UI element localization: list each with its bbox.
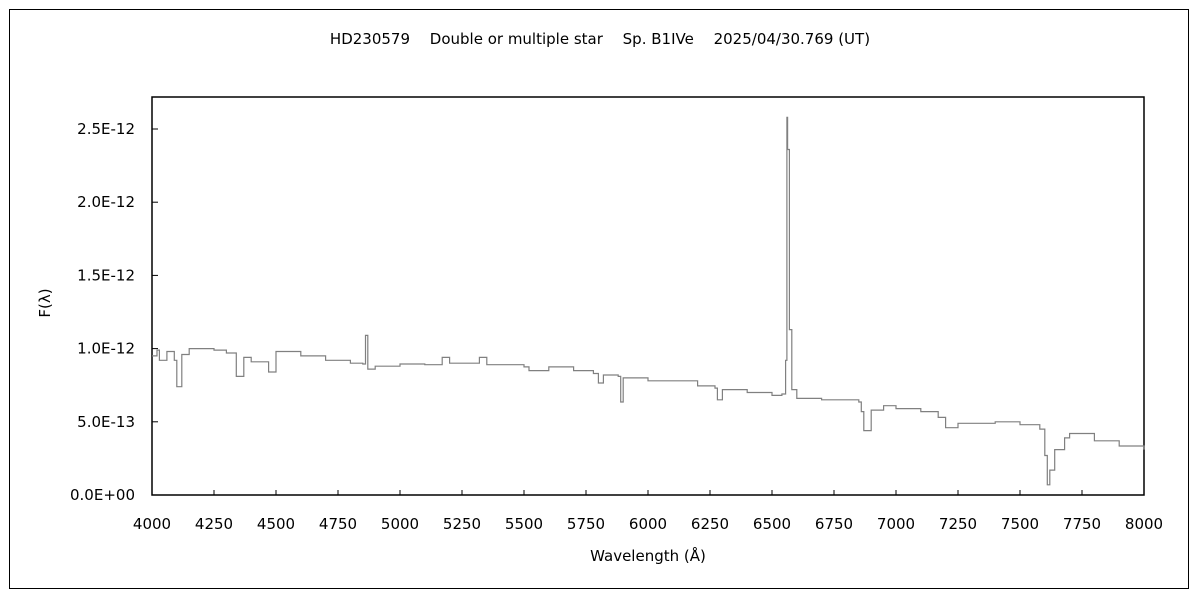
x-tick-label: 8000 — [1125, 515, 1163, 533]
x-tick-label: 7250 — [939, 515, 977, 533]
chart-title: HD230579 Double or multiple star Sp. B1I… — [329, 30, 871, 48]
x-tick-label: 4000 — [133, 515, 171, 533]
y-tick-label: 1.0E-12 — [77, 340, 135, 358]
y-tick-label: 2.0E-12 — [77, 193, 135, 211]
spectrum-line — [152, 116, 1145, 486]
y-tick-label: 2.5E-12 — [77, 120, 135, 138]
x-tick-label: 7750 — [1063, 515, 1101, 533]
y-tick-label: 1.5E-12 — [77, 266, 135, 284]
x-tick-label: 6500 — [753, 515, 791, 533]
x-tick-label: 4250 — [195, 515, 233, 533]
x-tick-label: 5750 — [567, 515, 605, 533]
x-tick-label: 5250 — [443, 515, 481, 533]
x-tick-label: 6000 — [629, 515, 667, 533]
x-tick-label: 6750 — [815, 515, 853, 533]
x-tick-label: 4500 — [257, 515, 295, 533]
x-tick-label: 5500 — [505, 515, 543, 533]
x-axis-label: Wavelength (Å) — [590, 546, 706, 565]
plot-area — [151, 96, 1145, 496]
y-tick-label: 0.0E+00 — [70, 486, 135, 504]
x-tick-label: 7500 — [1001, 515, 1039, 533]
x-tick-label: 6250 — [691, 515, 729, 533]
x-tick-label: 5000 — [381, 515, 419, 533]
y-tick-label: 5.0E-13 — [77, 413, 135, 431]
chart-frame — [9, 9, 1189, 589]
x-tick-label: 4750 — [319, 515, 357, 533]
x-tick-label: 7000 — [877, 515, 915, 533]
y-axis-label: F(λ) — [36, 288, 54, 317]
